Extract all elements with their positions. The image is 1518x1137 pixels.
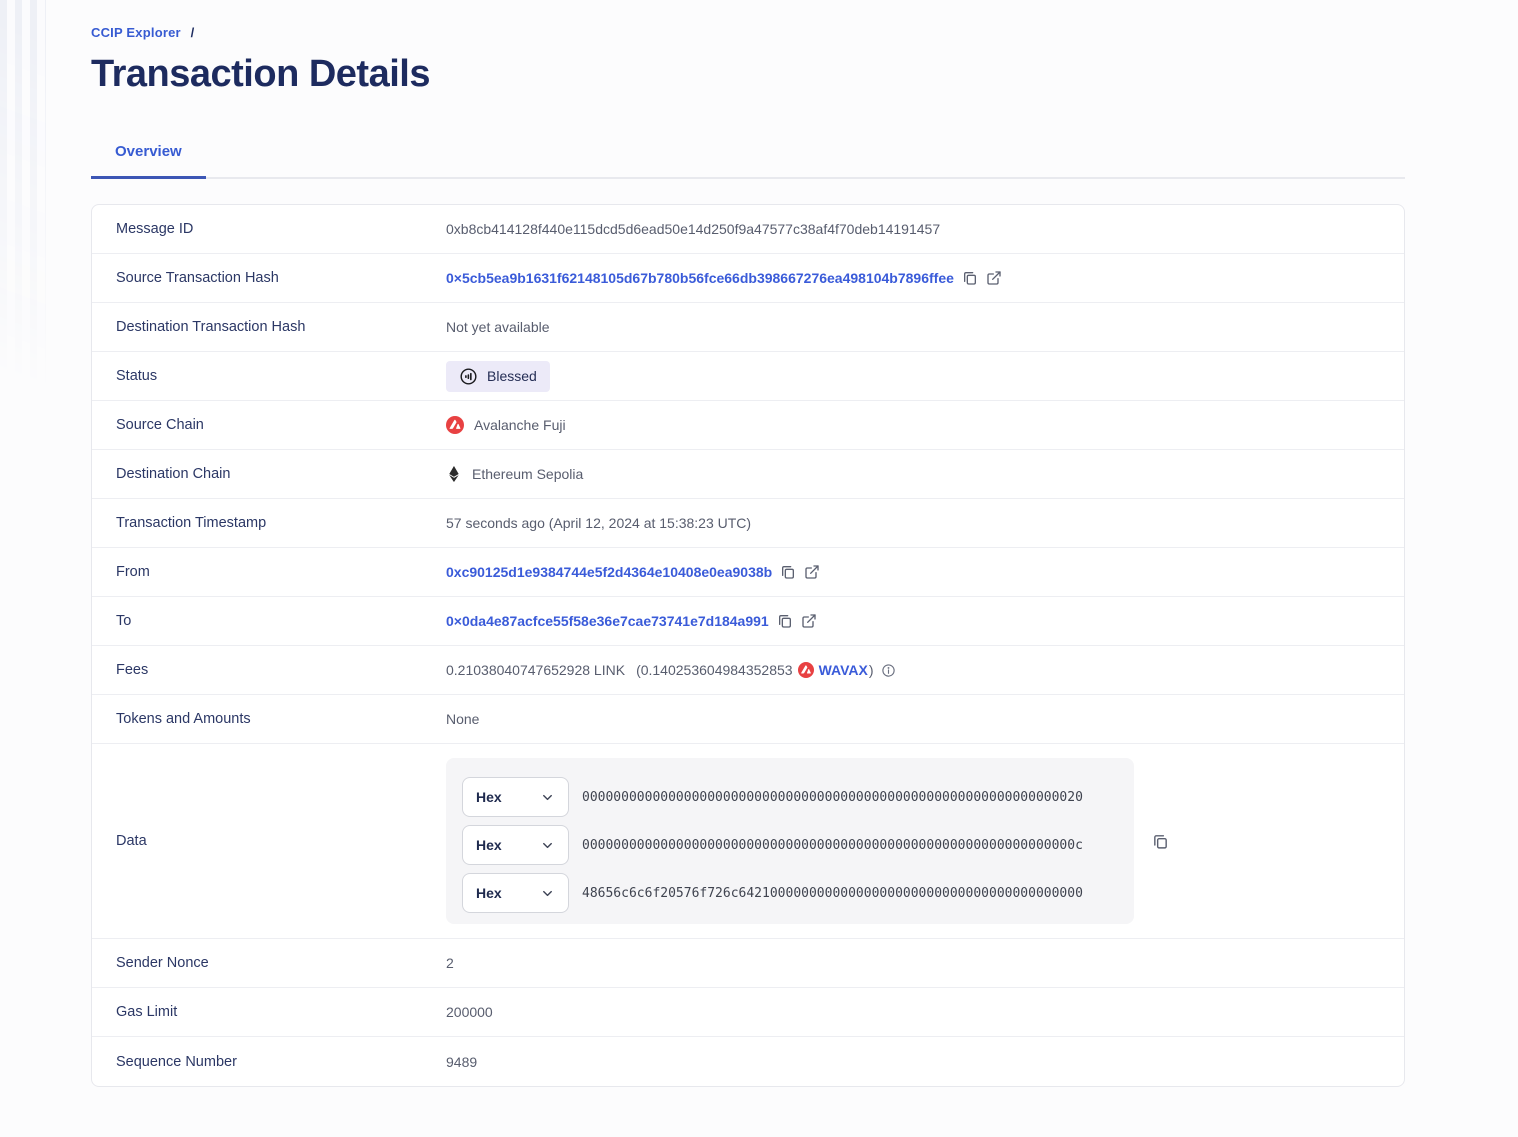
dest-tx-hash-label: Destination Transaction Hash (116, 319, 306, 335)
chevron-down-icon (540, 838, 555, 853)
tab-overview[interactable]: Overview (91, 143, 206, 179)
fees-amount: 0.21038040747652928 LINK (446, 662, 626, 678)
status-label: Status (116, 368, 158, 384)
transaction-details-card: Message ID 0xb8cb414128f440e115dcd5d6ead… (91, 204, 1405, 1087)
dest-tx-hash-value: Not yet available (446, 319, 550, 335)
gas-limit-value: 200000 (446, 1004, 493, 1020)
row-transaction-timestamp: Transaction Timestamp 57 seconds ago (Ap… (92, 499, 1404, 548)
from-address-link[interactable]: 0xc90125d1e9384744e5f2d4364e10408e0ea903… (446, 564, 773, 580)
row-message-id: Message ID 0xb8cb414128f440e115dcd5d6ead… (92, 205, 1404, 254)
data-hex-value: 0000000000000000000000000000000000000000… (582, 789, 1083, 805)
breadcrumb-separator: / (190, 25, 195, 40)
dest-chain-name: Ethereum Sepolia (472, 466, 584, 482)
row-tokens-and-amounts: Tokens and Amounts None (92, 695, 1404, 744)
source-chain-value: Avalanche Fuji (446, 416, 566, 434)
row-destination-transaction-hash: Destination Transaction Hash Not yet ava… (92, 303, 1404, 352)
timestamp-label: Transaction Timestamp (116, 515, 267, 531)
external-link-icon[interactable] (801, 613, 817, 629)
breadcrumb: CCIP Explorer / (91, 25, 1405, 40)
data-format-value: Hex (476, 837, 502, 853)
status-badge: Blessed (446, 360, 550, 392)
blessed-status-icon (459, 367, 478, 386)
row-sender-nonce: Sender Nonce 2 (92, 939, 1404, 988)
source-tx-hash-label: Source Transaction Hash (116, 270, 279, 286)
copy-icon[interactable] (777, 613, 793, 629)
info-icon[interactable] (881, 663, 896, 678)
row-source-chain: Source Chain Avalanche Fuji (92, 401, 1404, 450)
row-to: To 0×0da4e87acfce55f58e36e7cae73741e7d18… (92, 597, 1404, 646)
external-link-icon[interactable] (986, 270, 1002, 286)
chevron-down-icon (540, 886, 555, 901)
fees-label: Fees (116, 662, 149, 678)
tokens-value: None (446, 711, 480, 727)
data-line: Hex 000000000000000000000000000000000000… (462, 825, 1118, 865)
status-badge-text: Blessed (487, 368, 537, 384)
row-fees: Fees 0.21038040747652928 LINK (0.1402536… (92, 646, 1404, 695)
data-hex-box: Hex 000000000000000000000000000000000000… (446, 758, 1134, 924)
sequence-number-label: Sequence Number (116, 1053, 237, 1070)
source-chain-name: Avalanche Fuji (474, 417, 566, 433)
main-content: CCIP Explorer / Transaction Details Over… (91, 25, 1405, 1087)
row-data: Data Hex 0000000000000000000000000000000… (92, 744, 1404, 939)
copy-icon[interactable] (1152, 833, 1169, 850)
source-tx-hash-link[interactable]: 0×5cb5ea9b1631f62148105d67b780b56fce66db… (446, 270, 954, 286)
dest-chain-label: Destination Chain (116, 466, 231, 482)
message-id-label: Message ID (116, 221, 194, 237)
data-hex-value: 0000000000000000000000000000000000000000… (582, 837, 1083, 853)
sequence-number-value: 9489 (446, 1053, 478, 1070)
to-label: To (116, 613, 132, 629)
data-line: Hex 48656c6c6f20576f726c6421000000000000… (462, 873, 1118, 913)
data-label: Data (116, 833, 147, 849)
sender-nonce-label: Sender Nonce (116, 955, 209, 971)
copy-icon[interactable] (962, 270, 978, 286)
data-format-value: Hex (476, 885, 502, 901)
source-chain-label: Source Chain (116, 417, 204, 433)
from-label: From (116, 564, 150, 580)
gas-limit-label: Gas Limit (116, 1004, 178, 1020)
data-format-value: Hex (476, 789, 502, 805)
timestamp-value: 57 seconds ago (April 12, 2024 at 15:38:… (446, 515, 752, 531)
ethereum-icon (446, 465, 462, 483)
data-format-select[interactable]: Hex (462, 873, 569, 913)
row-sequence-number: Sequence Number 9489 (92, 1037, 1404, 1086)
external-link-icon[interactable] (804, 564, 820, 580)
row-from: From 0xc90125d1e9384744e5f2d4364e10408e0… (92, 548, 1404, 597)
tokens-label: Tokens and Amounts (116, 711, 251, 727)
wavax-token-link[interactable]: WAVAX (818, 662, 868, 678)
data-hex-value: 48656c6c6f20576f726c64210000000000000000… (582, 885, 1083, 901)
row-destination-chain: Destination Chain Ethereum Sepolia (92, 450, 1404, 499)
tab-bar: Overview (91, 143, 1405, 179)
sender-nonce-value: 2 (446, 955, 454, 971)
row-status: Status Blessed (92, 352, 1404, 401)
avalanche-icon (446, 416, 464, 434)
fees-close-paren: ) (868, 662, 874, 678)
copy-icon[interactable] (780, 564, 796, 580)
page-title: Transaction Details (91, 53, 430, 95)
avalanche-icon (797, 662, 814, 678)
fees-converted: (0.140253604984352853 (636, 662, 793, 678)
data-format-select[interactable]: Hex (462, 825, 569, 865)
data-format-select[interactable]: Hex (462, 777, 569, 817)
row-source-transaction-hash: Source Transaction Hash 0×5cb5ea9b1631f6… (92, 254, 1404, 303)
to-address-link[interactable]: 0×0da4e87acfce55f58e36e7cae73741e7d184a9… (446, 613, 769, 629)
chevron-down-icon (540, 790, 555, 805)
message-id-value: 0xb8cb414128f440e115dcd5d6ead50e14d250f9… (446, 221, 941, 237)
breadcrumb-link-ccip-explorer[interactable]: CCIP Explorer (91, 25, 181, 40)
data-line: Hex 000000000000000000000000000000000000… (462, 777, 1118, 817)
dest-chain-value: Ethereum Sepolia (446, 465, 583, 483)
row-gas-limit: Gas Limit 200000 (92, 988, 1404, 1037)
